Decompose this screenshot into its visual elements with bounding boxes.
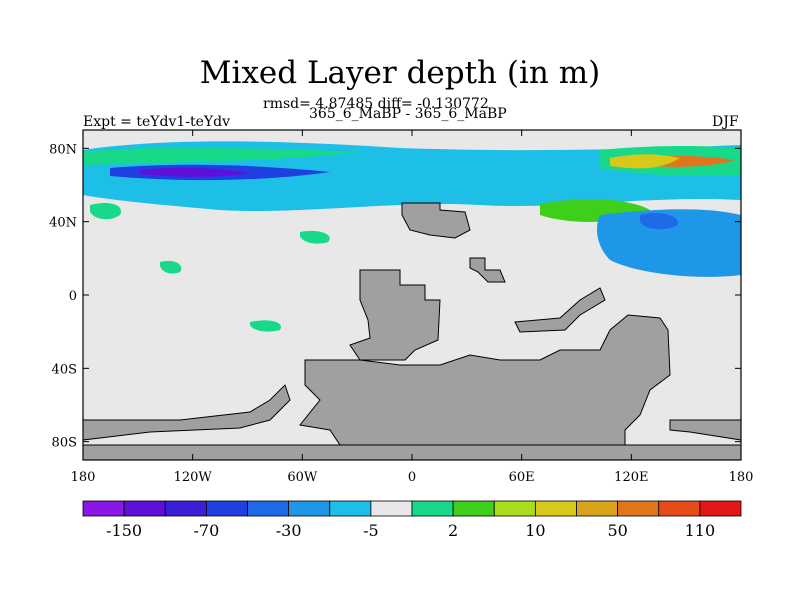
colorbar-swatch	[329, 500, 372, 517]
anomaly-teal-blob-4	[250, 320, 281, 332]
anomaly-yellow-ne	[610, 154, 680, 169]
colorbar-label: -70	[193, 521, 219, 540]
colorbar-label: 50	[607, 521, 627, 540]
colorbar: -150 -70 -30 -5 2 10 50 110	[82, 500, 742, 540]
anomaly-teal-blob-5	[300, 230, 330, 244]
colorbar-label: 2	[448, 521, 458, 540]
chart-subtitle: 365_6_MaBP - 365_6_MaBP	[309, 106, 507, 122]
colorbar-swatch	[411, 500, 454, 517]
anomaly-band-green-north	[83, 147, 360, 165]
colorbar-swatch	[534, 500, 577, 517]
land-peninsula	[514, 287, 606, 333]
colorbar-swatch	[288, 500, 331, 517]
x-tick-label: 180	[71, 470, 96, 485]
colorbar-swatch	[493, 500, 536, 517]
colorbar-swatch	[370, 500, 413, 517]
y-tick-label: 40S	[52, 362, 77, 377]
land-islands	[469, 257, 506, 283]
colorbar-swatch	[576, 500, 619, 517]
colorbar-label: 110	[685, 521, 716, 540]
colorbar-swatch	[699, 500, 742, 517]
x-tick-label: 180	[729, 470, 754, 485]
colorbar-swatch	[164, 500, 207, 517]
colorbar-swatch	[452, 500, 495, 517]
x-tick-label: 120W	[174, 470, 213, 485]
anomaly-teal-blob-1	[597, 209, 741, 277]
colorbar-label: -30	[276, 521, 302, 540]
axes: 180 120W 60W 0 60E 120E 180 80N 40N 0 40S 80S	[49, 130, 753, 485]
land-south-arc	[82, 384, 291, 441]
land-north-asia	[401, 202, 471, 239]
land-masses	[82, 202, 742, 461]
colorbar-swatch	[82, 500, 125, 517]
anomaly-purple-core	[140, 167, 250, 177]
colorbar-label: 10	[525, 521, 545, 540]
colorbar-swatch	[247, 500, 290, 517]
x-tick-label: 60E	[509, 470, 535, 485]
y-tick-label: 0	[69, 289, 77, 304]
y-tick-label: 40N	[49, 216, 77, 231]
anomaly-teal-blob-6	[640, 213, 679, 230]
y-tick-label: 80S	[52, 436, 77, 451]
x-tick-label: 60W	[287, 470, 318, 485]
land-antarctic-east	[669, 419, 742, 441]
colorbar-label: -150	[106, 521, 142, 540]
colorbar-swatch	[617, 500, 660, 517]
land-south-main	[299, 314, 671, 446]
x-tick-label: 120E	[614, 470, 648, 485]
y-tick-label: 80N	[49, 142, 77, 157]
anomaly-teal-blob-2	[90, 203, 121, 220]
experiment-label: Expt = teYdv1-teYdv	[83, 114, 231, 130]
colorbar-label: -5	[363, 521, 379, 540]
x-tick-label: 0	[408, 470, 416, 485]
season-label: DJF	[712, 114, 739, 130]
anomaly-teal-blob-3	[160, 260, 182, 274]
chart-title: Mixed Layer depth (in m)	[199, 55, 601, 91]
colorbar-swatch	[658, 500, 701, 517]
land-africa-americas	[349, 269, 441, 361]
colorbar-swatch	[123, 500, 166, 517]
anomaly-field	[83, 141, 741, 332]
colorbar-swatch	[205, 500, 248, 517]
stats-label: rmsd= 4.87485 diff= -0.130772	[263, 96, 489, 112]
